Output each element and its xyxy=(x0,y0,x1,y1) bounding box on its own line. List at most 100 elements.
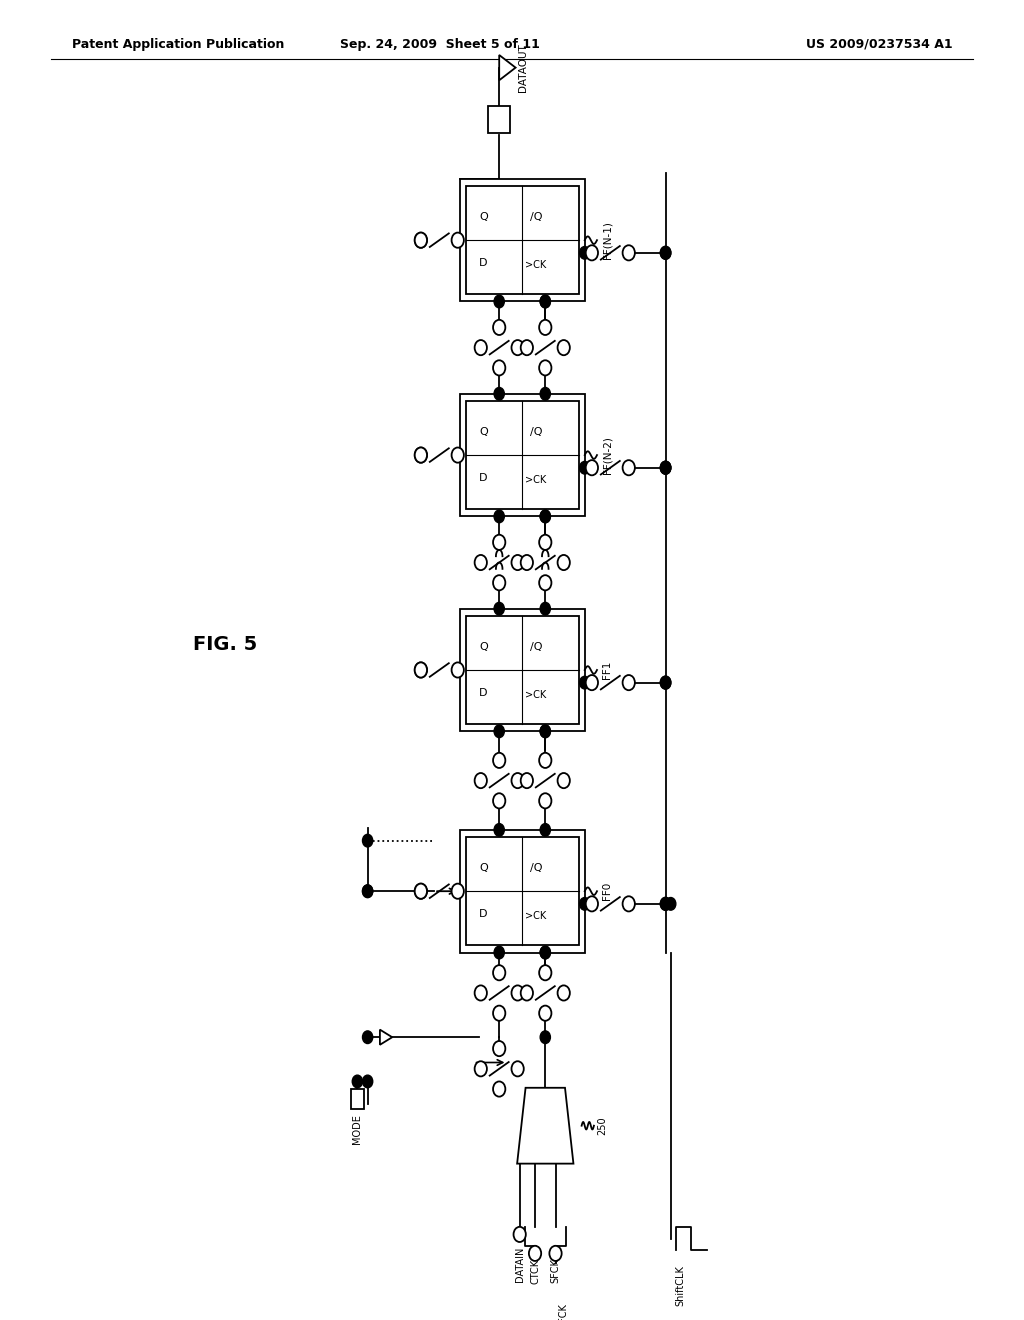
Bar xyxy=(487,106,510,133)
Text: >CK: >CK xyxy=(525,912,547,921)
Circle shape xyxy=(415,883,427,899)
Circle shape xyxy=(511,774,523,788)
Bar xyxy=(351,1089,364,1109)
Circle shape xyxy=(494,510,504,523)
Circle shape xyxy=(660,898,671,911)
Circle shape xyxy=(494,793,506,808)
Circle shape xyxy=(494,1081,506,1097)
Bar xyxy=(460,830,585,953)
Circle shape xyxy=(580,676,590,689)
Circle shape xyxy=(520,554,532,570)
Circle shape xyxy=(494,752,506,768)
Text: Q: Q xyxy=(479,863,488,874)
Circle shape xyxy=(539,752,551,768)
Circle shape xyxy=(660,898,671,911)
Circle shape xyxy=(494,824,504,836)
Circle shape xyxy=(586,461,598,475)
Circle shape xyxy=(623,461,635,475)
Text: FF(N-1): FF(N-1) xyxy=(602,222,612,259)
Circle shape xyxy=(541,296,551,308)
Circle shape xyxy=(660,462,671,474)
Polygon shape xyxy=(500,55,515,81)
Text: Q: Q xyxy=(479,428,488,437)
Bar xyxy=(466,401,579,508)
Text: /Q: /Q xyxy=(530,213,543,223)
Text: /Q: /Q xyxy=(530,863,543,874)
Circle shape xyxy=(660,676,671,689)
Circle shape xyxy=(511,1061,523,1076)
Circle shape xyxy=(541,824,551,836)
Circle shape xyxy=(494,296,504,308)
Circle shape xyxy=(494,360,506,375)
Text: ShiftCLK: ShiftCLK xyxy=(676,1265,686,1305)
Circle shape xyxy=(474,986,487,1001)
Circle shape xyxy=(362,1074,373,1088)
Circle shape xyxy=(528,1246,541,1261)
Text: >CK: >CK xyxy=(525,260,547,271)
Circle shape xyxy=(541,725,551,738)
Text: >CK: >CK xyxy=(525,475,547,486)
Text: >CK: >CK xyxy=(525,690,547,701)
Circle shape xyxy=(541,296,551,308)
Circle shape xyxy=(494,965,506,981)
Text: DATAIN: DATAIN xyxy=(515,1247,524,1283)
Text: Sep. 24, 2009  Sheet 5 of 11: Sep. 24, 2009 Sheet 5 of 11 xyxy=(340,38,541,50)
Circle shape xyxy=(541,1031,551,1044)
Text: SFCK: SFCK xyxy=(559,1303,568,1320)
Circle shape xyxy=(452,447,464,463)
Circle shape xyxy=(494,388,504,400)
Circle shape xyxy=(541,602,551,615)
Circle shape xyxy=(580,247,590,259)
Circle shape xyxy=(474,1061,487,1076)
Text: FF(N-2): FF(N-2) xyxy=(602,436,612,474)
Circle shape xyxy=(494,1041,506,1056)
Circle shape xyxy=(580,462,590,474)
Circle shape xyxy=(520,774,532,788)
Circle shape xyxy=(352,1074,362,1088)
Text: FF1: FF1 xyxy=(602,661,612,680)
Text: Patent Application Publication: Patent Application Publication xyxy=(72,38,284,50)
Circle shape xyxy=(415,883,427,899)
Circle shape xyxy=(520,341,532,355)
Circle shape xyxy=(541,946,551,958)
Circle shape xyxy=(549,1288,561,1304)
Circle shape xyxy=(415,232,427,248)
Circle shape xyxy=(586,675,598,690)
Circle shape xyxy=(539,319,551,335)
Circle shape xyxy=(494,319,506,335)
Polygon shape xyxy=(380,1030,392,1045)
Circle shape xyxy=(557,774,569,788)
Bar xyxy=(460,609,585,731)
Circle shape xyxy=(520,986,532,1001)
Text: DATAOUT: DATAOUT xyxy=(517,44,527,92)
Circle shape xyxy=(415,447,427,463)
Text: 250: 250 xyxy=(597,1117,607,1135)
Circle shape xyxy=(452,883,464,899)
Circle shape xyxy=(415,447,427,463)
Circle shape xyxy=(513,1226,526,1242)
Circle shape xyxy=(494,1006,506,1020)
Circle shape xyxy=(623,246,635,260)
Circle shape xyxy=(539,360,551,375)
Circle shape xyxy=(539,535,551,550)
Circle shape xyxy=(660,462,671,474)
Circle shape xyxy=(494,946,504,958)
Circle shape xyxy=(539,793,551,808)
Polygon shape xyxy=(517,1088,573,1164)
Bar xyxy=(460,393,585,516)
Circle shape xyxy=(511,986,523,1001)
Text: CTCK: CTCK xyxy=(530,1258,540,1283)
Circle shape xyxy=(557,554,569,570)
Text: D: D xyxy=(479,909,487,919)
Text: D: D xyxy=(479,473,487,483)
Circle shape xyxy=(494,725,504,738)
Circle shape xyxy=(452,232,464,248)
Circle shape xyxy=(557,341,569,355)
Circle shape xyxy=(541,510,551,523)
Circle shape xyxy=(362,834,373,847)
Circle shape xyxy=(660,676,671,689)
Circle shape xyxy=(660,247,671,259)
Circle shape xyxy=(539,576,551,590)
Text: D: D xyxy=(479,257,487,268)
Circle shape xyxy=(549,1246,561,1261)
